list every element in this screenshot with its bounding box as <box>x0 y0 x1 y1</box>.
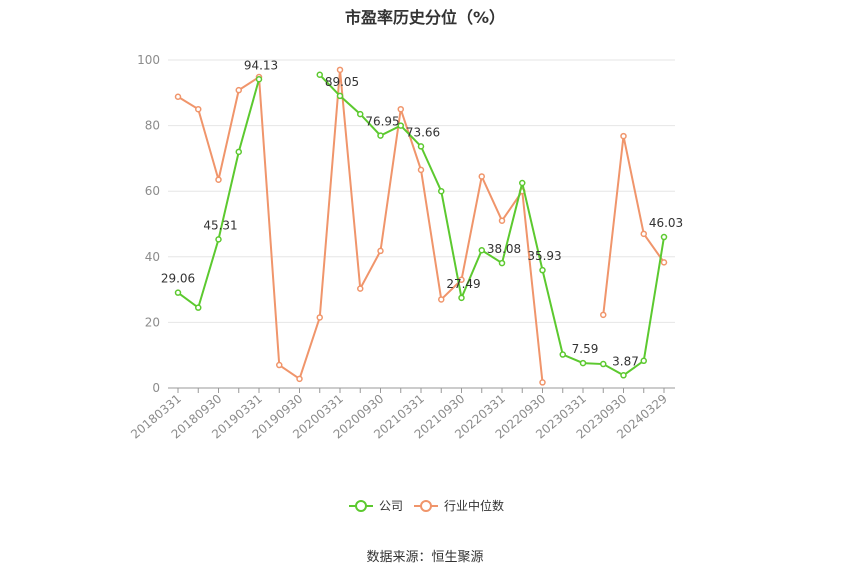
data-label: 35.93 <box>527 249 561 263</box>
data-point-company <box>660 233 668 241</box>
data-point-company <box>458 294 465 302</box>
data-point-company <box>357 110 364 118</box>
legend-label: 公司 <box>379 499 403 513</box>
data-point-industry <box>316 314 323 321</box>
data-label: 73.66 <box>406 125 440 139</box>
data-label: 38.08 <box>487 242 521 256</box>
data-point-company <box>235 148 242 156</box>
data-point-company <box>519 179 526 187</box>
chart-title: 市盈率历史分位（%） <box>344 8 506 27</box>
data-point-industry <box>195 105 202 113</box>
legend-item-industry[interactable]: 行业中位数 <box>414 498 504 513</box>
y-tick-label: 100 <box>137 53 160 67</box>
data-point-industry <box>377 247 384 255</box>
data-point-company <box>478 246 485 254</box>
data-point-industry <box>235 86 242 94</box>
data-label: 7.59 <box>572 342 599 356</box>
x-axis: 2018033120180930201903312019093020200331… <box>128 387 675 442</box>
data-point-industry <box>174 93 182 100</box>
data-point-company <box>417 143 425 150</box>
data-point-industry <box>296 375 303 383</box>
series-line-industry <box>602 135 665 315</box>
data-point-company <box>215 236 222 243</box>
y-tick-label: 20 <box>145 315 160 329</box>
y-tick-label: 0 <box>152 381 160 395</box>
legend-label: 行业中位数 <box>444 498 504 513</box>
data-point-company <box>438 187 445 195</box>
data-point-company <box>174 289 182 296</box>
grid-lines <box>168 59 675 389</box>
data-point-company <box>640 357 647 365</box>
legend-marker <box>355 500 367 512</box>
data-point-company <box>498 259 506 267</box>
data-point-industry <box>417 166 425 174</box>
legend-marker <box>420 500 432 512</box>
data-point-company <box>620 372 627 379</box>
y-tick-label: 40 <box>145 250 160 264</box>
data-point-company <box>255 76 263 83</box>
series-group <box>174 66 668 386</box>
data-point-industry <box>276 361 283 369</box>
data-point-industry <box>620 132 627 140</box>
data-point-industry <box>660 259 668 266</box>
data-label: 29.06 <box>161 272 195 286</box>
data-label: 27.49 <box>446 277 480 291</box>
data-point-company <box>336 92 344 100</box>
data-point-industry <box>539 379 546 386</box>
data-point-industry <box>215 176 222 183</box>
data-label: 76.95 <box>365 115 399 129</box>
data-point-industry <box>600 311 607 319</box>
data-point-industry <box>478 173 485 180</box>
data-point-company <box>559 351 566 358</box>
data-label: 3.87 <box>612 354 639 368</box>
y-tick-label: 80 <box>145 119 160 133</box>
y-tick-label: 60 <box>145 184 160 198</box>
data-point-industry <box>397 105 404 113</box>
data-label: 45.31 <box>203 218 237 232</box>
data-label: 46.03 <box>649 216 683 230</box>
data-labels: 29.06 45.31 94.13 89.05 76.95 73.66 27.49 38.08… <box>161 58 683 368</box>
data-point-company <box>195 304 202 311</box>
legend-item-company[interactable]: 公司 <box>349 499 403 513</box>
data-point-company <box>377 132 384 139</box>
data-point-company <box>579 359 587 367</box>
y-axis: 0 20 40 60 80 100 <box>137 53 160 395</box>
data-point-company <box>316 71 323 79</box>
data-label: 94.13 <box>244 58 278 72</box>
data-point-company <box>397 122 404 129</box>
data-point-company <box>539 266 546 274</box>
data-point-industry <box>498 217 506 224</box>
data-point-industry <box>640 230 647 238</box>
source-note: 数据来源：恒生聚源 <box>366 550 484 565</box>
data-label: 89.05 <box>325 75 359 89</box>
data-point-industry <box>357 285 364 292</box>
data-point-industry <box>336 66 344 74</box>
data-point-industry <box>438 296 445 303</box>
data-point-company <box>600 360 607 368</box>
legend[interactable]: 公司 行业中位数 <box>349 498 504 513</box>
series-line-company <box>319 74 665 377</box>
